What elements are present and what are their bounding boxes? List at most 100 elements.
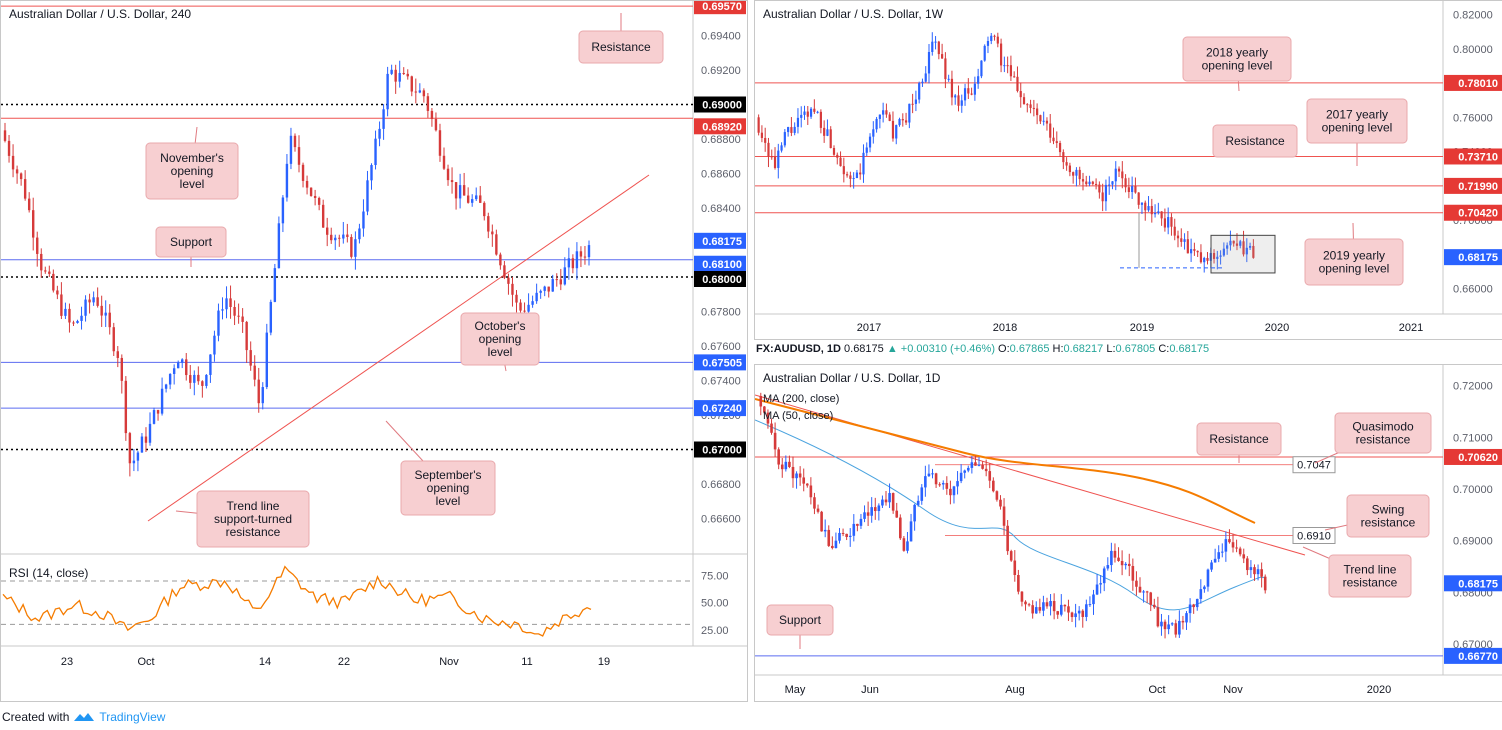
level-tag: 0.71990 xyxy=(1458,181,1498,193)
infobar-low: 0.67805 xyxy=(1115,343,1156,355)
candle-body xyxy=(1077,610,1081,614)
candle-body xyxy=(823,529,827,532)
candle-body xyxy=(338,237,341,239)
candle-body xyxy=(1016,76,1019,92)
level-tag-bg xyxy=(1444,204,1502,221)
candle-body xyxy=(1006,65,1009,67)
candle-body xyxy=(809,108,813,117)
time-tick-label: 2020 xyxy=(1367,684,1391,696)
candle-body xyxy=(36,237,39,254)
level-tag-bg xyxy=(694,271,746,287)
candle-body xyxy=(491,231,494,235)
candle-body xyxy=(757,117,760,133)
candle-body xyxy=(15,169,19,174)
candle-body xyxy=(301,164,305,181)
candle-body xyxy=(1059,604,1063,615)
ma50-label: MA (50, close) xyxy=(763,410,834,422)
candle-body xyxy=(487,216,490,232)
callout-november: level xyxy=(180,177,205,191)
candle-body xyxy=(225,298,228,310)
candle-body xyxy=(1094,183,1098,185)
candle-body xyxy=(475,195,478,200)
chart-panel-daily[interactable]: Australian Dollar / U.S. Dollar, 1D MA (… xyxy=(754,364,1502,702)
candle-body xyxy=(999,43,1003,66)
candle-body xyxy=(221,309,224,311)
candle-body xyxy=(1137,192,1140,205)
candle-body xyxy=(1062,152,1065,163)
callout-support: Support xyxy=(779,613,822,627)
candle-body xyxy=(1232,240,1235,244)
candle-body xyxy=(80,315,83,321)
inline-label-bg xyxy=(1292,527,1336,544)
candle-body xyxy=(1045,120,1049,124)
level-tag: 0.68175 xyxy=(1458,578,1498,590)
up-triangle-icon: ▲ xyxy=(886,343,898,355)
candle-body xyxy=(1140,202,1144,205)
candle-body xyxy=(873,507,877,512)
candle-body xyxy=(993,35,996,37)
candle-body xyxy=(790,127,793,133)
candle-body xyxy=(934,41,937,43)
candle-body xyxy=(543,286,546,291)
chart-weekly-svg[interactable]: 0.820000.800000.760000.740000.700000.660… xyxy=(755,1,1502,339)
chart-panel-4h[interactable]: Australian Dollar / U.S. Dollar, 240 0.6… xyxy=(0,0,748,702)
candle-body xyxy=(1188,604,1192,614)
chart-4h-svg[interactable]: 0.69400 0.69200 0.68800 0.68600 0.68400 0.678… xyxy=(1,1,747,701)
candle-body xyxy=(988,471,992,481)
candle-body xyxy=(358,228,361,240)
candle-body xyxy=(317,198,321,205)
time-tick-label: 11 xyxy=(521,656,532,668)
candle-body xyxy=(911,103,914,105)
level-tag-bg xyxy=(694,400,746,417)
candle-body xyxy=(454,182,458,199)
price-tick-label: 0.82000 xyxy=(1453,10,1493,22)
candle-body xyxy=(1110,550,1113,566)
time-tick-label: May xyxy=(785,684,806,696)
candle-body xyxy=(354,239,357,257)
infobar-price: 0.68175 xyxy=(844,343,884,355)
level-tag: 0.69000 xyxy=(702,100,742,112)
trend-line xyxy=(147,174,650,522)
candle-body xyxy=(980,60,983,77)
candle-body xyxy=(1098,184,1101,193)
chart-panel-weekly[interactable]: Australian Dollar / U.S. Dollar, 1W 0.82… xyxy=(754,0,1502,340)
candle-body xyxy=(1213,558,1217,563)
candle-body xyxy=(1224,539,1228,552)
candle-body xyxy=(559,279,562,285)
candle-body xyxy=(479,195,482,203)
candle-body xyxy=(784,461,788,470)
level-tag-bg xyxy=(694,118,746,135)
candle-body xyxy=(579,251,583,257)
candle-body xyxy=(1006,525,1009,552)
candle-body xyxy=(1217,552,1221,559)
candle-body xyxy=(805,483,809,486)
candle-body xyxy=(777,449,780,465)
candle-body xyxy=(1013,76,1016,78)
callout-resistance-box xyxy=(1196,422,1282,456)
callout-quasimodo: resistance xyxy=(1356,433,1411,447)
candle-body xyxy=(1032,107,1035,109)
candle-body xyxy=(963,88,967,101)
candle-body xyxy=(72,322,75,324)
callout-trendline-box xyxy=(1328,554,1412,598)
candle-body xyxy=(7,140,11,156)
ma200-label: MA (200, close) xyxy=(763,393,840,405)
candle-body xyxy=(996,36,999,44)
candle-body xyxy=(1229,240,1232,246)
infobar-open-label: O: xyxy=(998,343,1010,355)
candle-body xyxy=(1245,247,1248,255)
candle-body xyxy=(1049,123,1052,138)
candle-body xyxy=(906,541,909,551)
candle-body xyxy=(913,504,916,522)
candle-body xyxy=(816,111,819,113)
candle-body xyxy=(872,129,875,137)
candle-body xyxy=(1231,542,1235,548)
level-tag: 0.67000 xyxy=(702,445,742,457)
candle-body xyxy=(944,58,947,80)
candle-body xyxy=(1174,623,1178,635)
chart-daily-svg[interactable]: 0.720000.710000.700000.690000.680000.670… xyxy=(755,365,1502,701)
candle-body xyxy=(1222,248,1225,256)
candle-body xyxy=(515,294,518,303)
candle-body xyxy=(1078,169,1081,180)
callout-october: October's xyxy=(475,319,526,333)
